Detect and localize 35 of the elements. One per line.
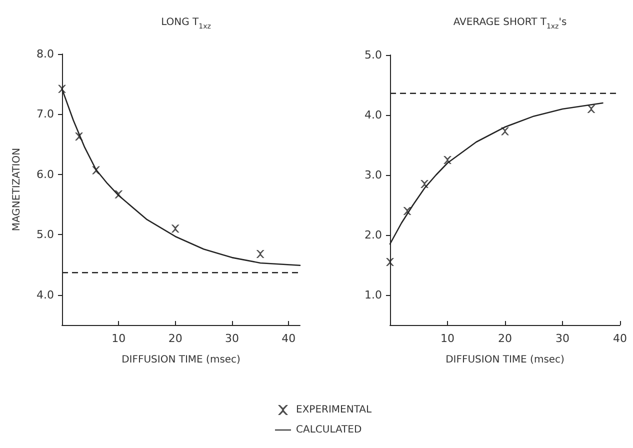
y-tick-label: 1.0 <box>364 288 382 302</box>
y-tick-label: 6.0 <box>36 168 54 181</box>
point <box>420 180 428 188</box>
point <box>444 156 452 164</box>
y-tick-label: 5.0 <box>36 228 54 242</box>
point <box>386 258 394 266</box>
x-tick-label: 40 <box>282 332 296 345</box>
legend-label: CALCULATED <box>296 424 362 436</box>
x-axis-title: DIFFUSION TIME (msec) <box>446 354 565 366</box>
y-tick-label: 4.0 <box>364 108 382 122</box>
x-tick-label: 10 <box>112 332 126 345</box>
x-tick-label: 20 <box>168 332 182 345</box>
point <box>114 190 123 198</box>
y-tick-label: 5.0 <box>364 48 382 62</box>
point <box>75 132 83 141</box>
x-axis-title: DIFFUSION TIME (msec) <box>122 354 241 366</box>
y-tick-label: 7.0 <box>36 108 54 121</box>
point <box>403 207 412 215</box>
point <box>58 84 66 93</box>
point <box>587 105 596 113</box>
y-tick-label: 3.0 <box>364 168 382 182</box>
x-tick-label: 30 <box>556 332 570 345</box>
point <box>171 224 180 233</box>
y-tick-label: 2.0 <box>364 228 382 242</box>
y-axis-title: MAGNETIZATION <box>12 148 22 232</box>
x-tick-label: 10 <box>440 332 454 345</box>
x-tick-label: 40 <box>613 332 627 345</box>
x-tick-label: 20 <box>498 332 512 345</box>
y-tick-label: 4.0 <box>36 288 54 302</box>
point <box>92 166 100 174</box>
point <box>256 250 264 258</box>
point <box>501 127 509 136</box>
legend-label: EXPERIMENTAL <box>296 404 372 416</box>
y-tick-label: 8.0 <box>36 48 54 60</box>
x-tick-label: 30 <box>225 332 239 345</box>
